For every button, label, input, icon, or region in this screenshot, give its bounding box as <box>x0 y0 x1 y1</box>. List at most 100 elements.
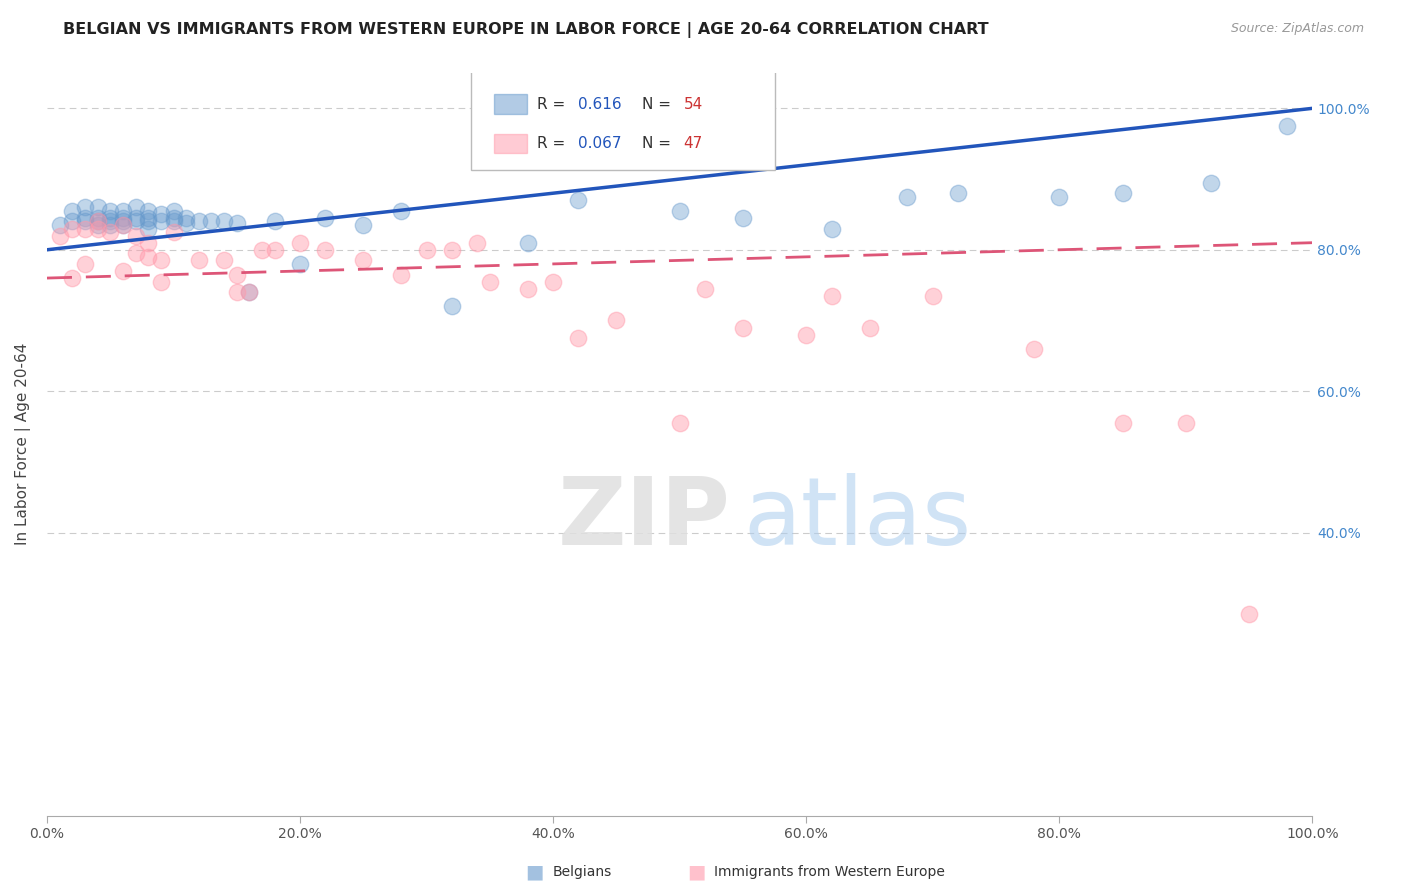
Point <box>124 211 146 225</box>
Point <box>212 214 235 228</box>
Text: Immigrants from Western Europe: Immigrants from Western Europe <box>714 865 945 880</box>
Point <box>794 327 817 342</box>
Point <box>250 243 273 257</box>
Text: ZIP: ZIP <box>557 473 730 565</box>
Point <box>73 200 96 214</box>
Point <box>820 289 842 303</box>
Point <box>174 216 197 230</box>
Point <box>314 211 336 225</box>
Point <box>86 218 108 232</box>
Point <box>162 211 184 225</box>
Point <box>389 268 412 282</box>
Point <box>541 275 564 289</box>
FancyBboxPatch shape <box>494 134 527 153</box>
Text: N =: N = <box>641 136 676 151</box>
Point <box>288 257 311 271</box>
Point <box>1111 186 1133 201</box>
Point <box>1275 119 1298 133</box>
Point <box>187 253 209 268</box>
Point <box>605 313 627 327</box>
Point <box>149 253 172 268</box>
Point <box>567 331 589 345</box>
Point <box>86 214 108 228</box>
Point <box>440 299 463 313</box>
Text: R =: R = <box>537 136 569 151</box>
Point <box>48 228 70 243</box>
Point <box>60 271 83 285</box>
Point <box>73 214 96 228</box>
Point <box>389 203 412 218</box>
Point <box>60 214 83 228</box>
Point <box>136 211 159 225</box>
Text: R =: R = <box>537 96 569 112</box>
Point <box>136 214 159 228</box>
Point <box>263 243 285 257</box>
Point <box>668 416 690 430</box>
Y-axis label: In Labor Force | Age 20-64: In Labor Force | Age 20-64 <box>15 343 31 545</box>
Point <box>86 214 108 228</box>
Point <box>1047 190 1070 204</box>
Text: 0.616: 0.616 <box>578 96 621 112</box>
Point <box>1022 342 1045 356</box>
Point <box>1237 607 1260 621</box>
Point <box>136 235 159 250</box>
Point <box>86 200 108 214</box>
Text: ■: ■ <box>686 863 706 882</box>
Point <box>162 225 184 239</box>
Point <box>111 218 134 232</box>
Point <box>415 243 437 257</box>
Point <box>896 190 918 204</box>
Point <box>73 257 96 271</box>
Point <box>149 275 172 289</box>
Text: 47: 47 <box>683 136 703 151</box>
Point <box>136 221 159 235</box>
Point <box>124 214 146 228</box>
Point <box>98 225 121 239</box>
Point <box>86 221 108 235</box>
Point <box>263 214 285 228</box>
Point <box>478 275 501 289</box>
Point <box>149 207 172 221</box>
Text: N =: N = <box>641 96 676 112</box>
Point <box>1174 416 1197 430</box>
Point <box>465 235 488 250</box>
Point <box>200 214 222 228</box>
Point <box>111 211 134 225</box>
Point <box>73 211 96 225</box>
Text: 0.067: 0.067 <box>578 136 621 151</box>
Point <box>225 285 247 300</box>
Point <box>111 218 134 232</box>
Point <box>136 203 159 218</box>
Point <box>98 218 121 232</box>
Text: ■: ■ <box>524 863 544 882</box>
Point <box>98 203 121 218</box>
Point <box>98 211 121 225</box>
Point <box>314 243 336 257</box>
Point <box>212 253 235 268</box>
Point <box>858 320 880 334</box>
Point <box>124 228 146 243</box>
Text: atlas: atlas <box>742 473 972 565</box>
Point <box>516 282 538 296</box>
Point <box>124 200 146 214</box>
Text: 54: 54 <box>683 96 703 112</box>
Point <box>352 218 374 232</box>
Point <box>1111 416 1133 430</box>
Point <box>516 235 538 250</box>
FancyBboxPatch shape <box>471 70 775 169</box>
Point <box>352 253 374 268</box>
Text: Belgians: Belgians <box>553 865 612 880</box>
Point <box>60 203 83 218</box>
Point <box>136 250 159 264</box>
Point <box>225 268 247 282</box>
Point <box>174 211 197 225</box>
Point <box>693 282 716 296</box>
Point <box>731 320 754 334</box>
Text: BELGIAN VS IMMIGRANTS FROM WESTERN EUROPE IN LABOR FORCE | AGE 20-64 CORRELATION: BELGIAN VS IMMIGRANTS FROM WESTERN EUROP… <box>63 22 988 38</box>
Point <box>1199 176 1222 190</box>
Point <box>162 214 184 228</box>
Point <box>731 211 754 225</box>
Point <box>124 246 146 260</box>
Point <box>288 235 311 250</box>
Point <box>921 289 943 303</box>
